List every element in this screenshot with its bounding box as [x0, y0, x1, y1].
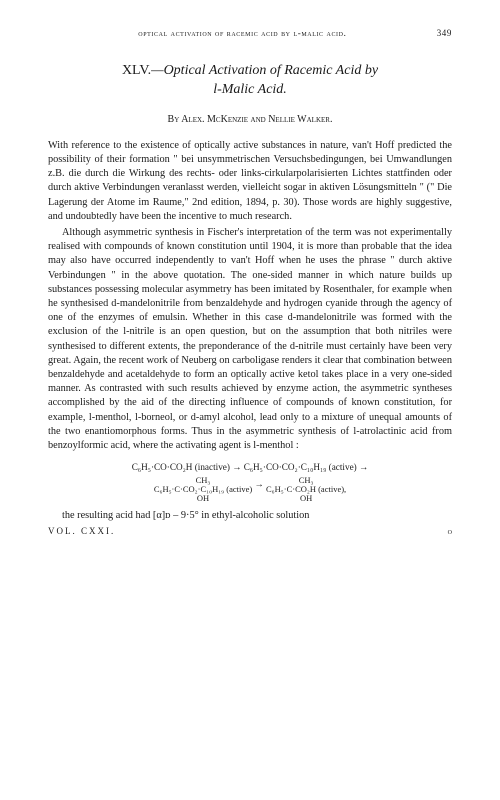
- closing-block: the resulting acid had [α]ᴅ – 9·5° in et…: [48, 509, 452, 523]
- chem-row-1: C₆H₅·CO·CO₂H (inactive) → C₆H₅·CO·CO₂·C₁…: [48, 459, 452, 476]
- sig-mark: o: [448, 526, 452, 536]
- chem-arrow-2: →: [357, 462, 368, 472]
- chemistry-scheme: C₆H₅·CO·CO₂H (inactive) → C₆H₅·CO·CO₂·C₁…: [48, 459, 452, 502]
- volume: VOL. CXXI.: [48, 526, 115, 536]
- title-main: —Optical Activation of Racemic Acid by: [151, 63, 378, 78]
- title-sub: l-Malic Acid.: [213, 82, 287, 97]
- closing-line: the resulting acid had [α]ᴅ – 9·5° in et…: [48, 509, 452, 523]
- body-text: With reference to the existence of optic…: [48, 139, 452, 453]
- authors: By Alex. McKenzie and Nellie Walker.: [48, 114, 452, 125]
- chem-l1-left: C₆H₅·CO·CO₂H (inactive): [132, 462, 230, 472]
- page: optical activation of racemic acid by l-…: [0, 0, 500, 556]
- chem-row-2: CH₃ C₆H₅·C·CO₂·C₁₀H₁₉ (active) OH → CH₃ …: [48, 476, 452, 503]
- paragraph-2: Although asymmetric synthesis in Fischer…: [48, 226, 452, 453]
- running-head: optical activation of racemic acid by l-…: [48, 28, 452, 38]
- chem-l2-left: CH₃ C₆H₅·C·CO₂·C₁₀H₁₉ (active) OH: [154, 476, 252, 503]
- chem-l1-right: C₆H₅·CO·CO₂·C₁₀H₁₉ (active): [244, 462, 357, 472]
- page-number: 349: [437, 28, 452, 38]
- running-head-text: optical activation of racemic acid by l-…: [138, 28, 346, 38]
- p1-text: With reference to the existence of optic…: [48, 140, 452, 222]
- paragraph-1: With reference to the existence of optic…: [48, 139, 452, 224]
- title-number: XLV.: [122, 63, 151, 78]
- chem-arrow-1: →: [230, 462, 244, 472]
- article-title: XLV.—Optical Activation of Racemic Acid …: [48, 62, 452, 100]
- chem-l2-right: CH₃ C₆H₅·C·CO₂H (active), OH: [266, 476, 346, 503]
- chem-l2r-bot: OH: [300, 493, 312, 503]
- signature-line: VOL. CXXI. o: [48, 526, 452, 536]
- chem-arrow-3: →: [255, 479, 266, 489]
- chem-l2l-bot: OH: [197, 493, 209, 503]
